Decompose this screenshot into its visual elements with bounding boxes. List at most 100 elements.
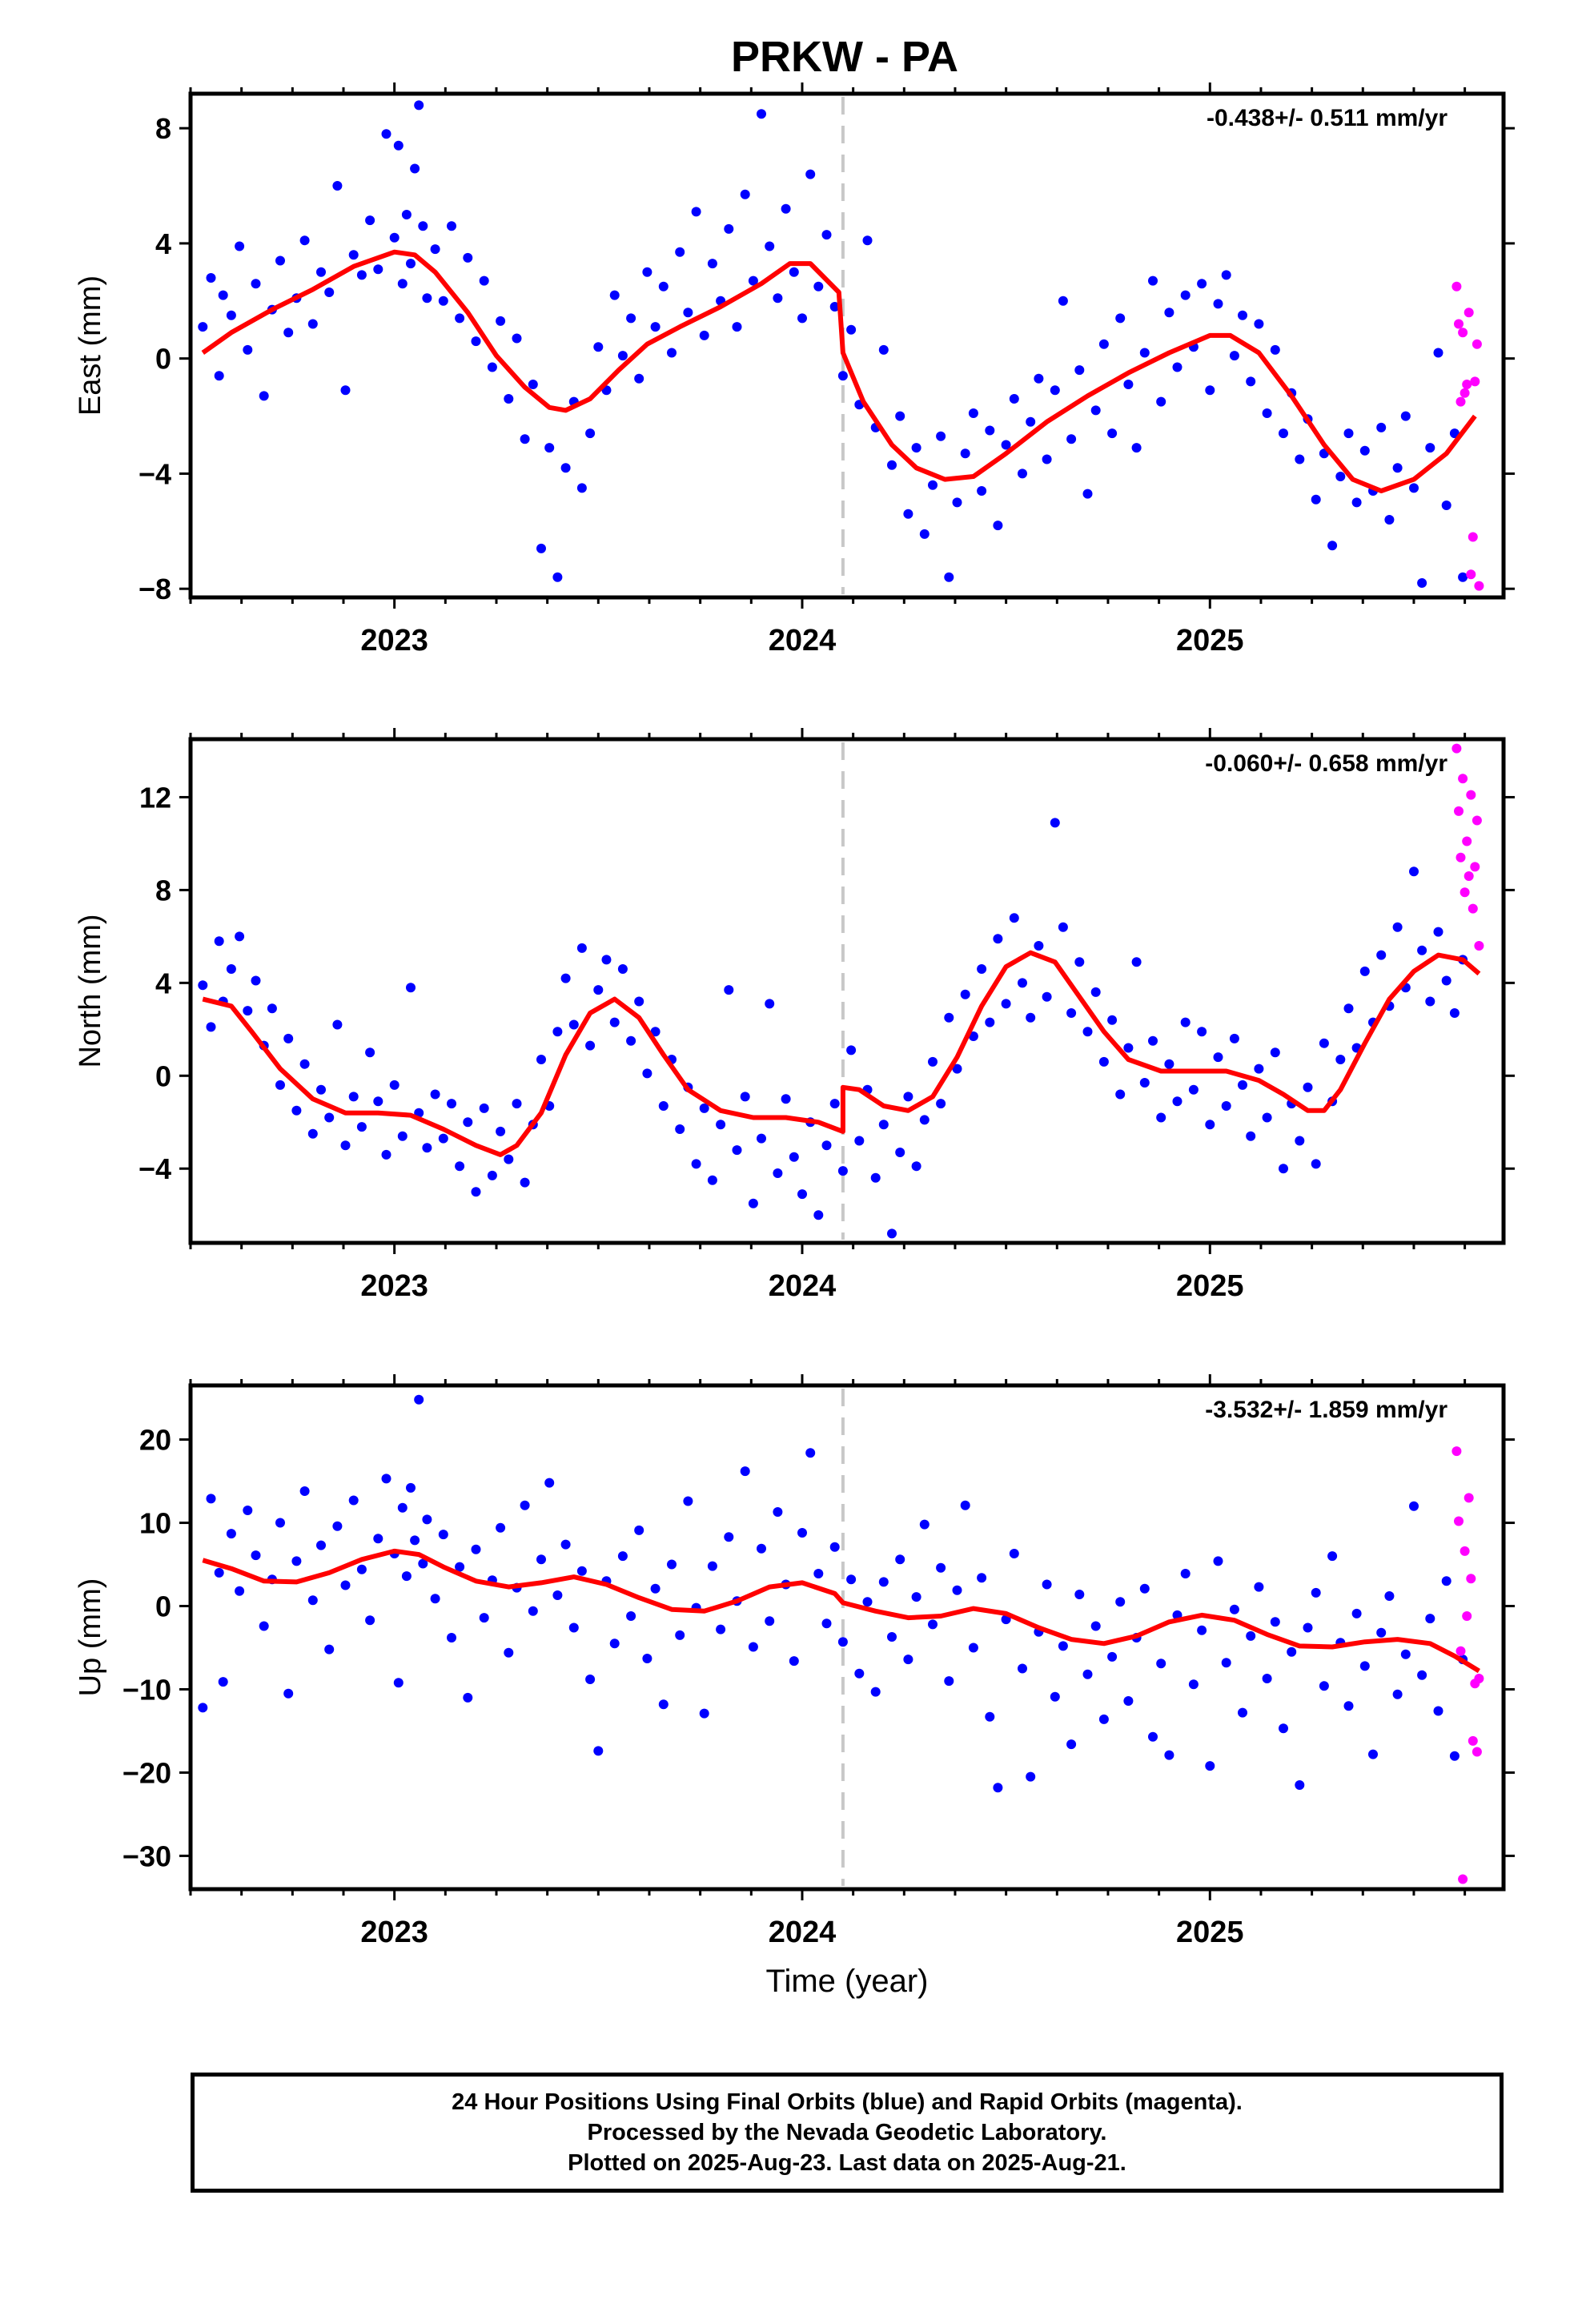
north-final-point	[283, 1033, 294, 1043]
up-final-point	[414, 1394, 424, 1405]
east-final-point	[1262, 408, 1272, 418]
up-rapid-point	[1462, 1611, 1472, 1621]
east-final-point	[837, 371, 848, 381]
east-final-point	[552, 572, 563, 582]
up-final-point	[1376, 1627, 1387, 1638]
north-ylabel: North (mm)	[74, 914, 107, 1068]
north-final-point	[1082, 1027, 1093, 1037]
north-final-point	[198, 980, 208, 991]
up-final-point	[895, 1554, 905, 1565]
north-final-point	[626, 1035, 636, 1046]
north-final-point	[1303, 1082, 1313, 1092]
north-final-point	[267, 1003, 277, 1014]
east-final-point	[1409, 483, 1419, 493]
north-final-point	[512, 1099, 522, 1109]
caption-box: 24 Hour Positions Using Final Orbits (bl…	[191, 2073, 1504, 2193]
east-final-point	[1295, 454, 1305, 464]
up-final-point	[642, 1654, 652, 1663]
up-final-point	[683, 1496, 693, 1506]
north-final-point	[837, 1166, 848, 1176]
up-ytick-label: −20	[122, 1756, 171, 1789]
up-final-point	[650, 1583, 661, 1594]
east-final-point	[316, 267, 326, 277]
east-final-point	[1090, 405, 1101, 416]
north-rapid-point	[1462, 836, 1472, 846]
north-final-point	[740, 1092, 750, 1102]
up-final-point	[1319, 1681, 1329, 1691]
up-final-point	[1107, 1651, 1118, 1662]
east-final-point	[634, 373, 644, 384]
east-final-point	[813, 281, 824, 292]
up-xtick-label: 2025	[1176, 1916, 1244, 1949]
east-final-point	[373, 264, 383, 275]
east-final-point	[1441, 501, 1452, 510]
north-final-point	[870, 1172, 881, 1183]
east-final-point	[487, 362, 497, 372]
north-final-point	[1148, 1035, 1158, 1046]
up-final-point	[1384, 1591, 1395, 1601]
north-final-point	[568, 1019, 579, 1030]
north-final-point	[952, 1063, 962, 1074]
north-rapid-point	[1472, 815, 1482, 826]
east-final-point	[617, 351, 628, 361]
up-final-point	[797, 1528, 807, 1538]
east-final-point	[1254, 319, 1264, 329]
up-final-point	[1148, 1731, 1158, 1742]
up-final-point	[406, 1482, 416, 1493]
north-final-point	[1034, 941, 1044, 951]
east-final-point	[259, 391, 269, 401]
east-final-point	[699, 330, 709, 340]
east-final-point	[724, 223, 734, 234]
north-final-point	[1246, 1131, 1256, 1141]
east-final-point	[496, 316, 506, 326]
north-final-point	[1172, 1096, 1182, 1107]
up-final-point	[520, 1500, 530, 1510]
east-rapid-point	[1474, 581, 1484, 591]
up-rapid-point	[1472, 1747, 1482, 1757]
up-final-point	[593, 1746, 604, 1756]
east-rapid-point	[1472, 339, 1482, 349]
north-final-point	[1188, 1084, 1199, 1095]
north-final-point	[356, 1122, 367, 1132]
east-final-point	[993, 521, 1003, 531]
east-final-point	[348, 250, 359, 260]
up-final-point	[911, 1592, 921, 1602]
east-final-point	[544, 443, 555, 453]
east-final-point	[430, 244, 440, 255]
caption-line-1: 24 Hour Positions Using Final Orbits (bl…	[452, 2089, 1243, 2115]
east-final-point	[1009, 394, 1019, 404]
up-final-point	[235, 1586, 245, 1596]
north-final-point	[1238, 1080, 1247, 1090]
up-final-point	[846, 1574, 857, 1585]
east-final-point	[536, 543, 546, 553]
north-final-point	[732, 1145, 742, 1156]
north-final-point	[1433, 927, 1443, 937]
up-final-point	[283, 1688, 294, 1699]
up-final-point	[1351, 1608, 1362, 1618]
north-plot-frame	[188, 737, 1506, 1245]
east-final-point	[1197, 279, 1207, 289]
east-final-point	[1238, 310, 1247, 320]
up-final-point	[552, 1590, 563, 1600]
north-rapid-point	[1466, 790, 1476, 800]
north-final-point	[1409, 866, 1419, 877]
north-final-point	[552, 1027, 563, 1037]
up-final-point	[528, 1606, 538, 1616]
east-final-point	[1026, 416, 1036, 427]
north-final-point	[757, 1133, 766, 1144]
east-final-point	[356, 270, 367, 280]
north-rapid-point	[1456, 852, 1466, 862]
north-final-point	[438, 1133, 448, 1144]
north-final-point	[1180, 1017, 1191, 1027]
up-final-point	[968, 1642, 978, 1653]
east-final-point	[520, 434, 530, 444]
north-final-point	[316, 1084, 326, 1095]
north-final-point	[1074, 957, 1085, 967]
east-final-point	[243, 344, 253, 355]
up-final-point	[1368, 1749, 1378, 1759]
north-final-point	[1115, 1089, 1126, 1100]
north-final-point	[1164, 1059, 1174, 1069]
north-final-point	[243, 1006, 253, 1016]
east-final-point	[1058, 296, 1068, 306]
